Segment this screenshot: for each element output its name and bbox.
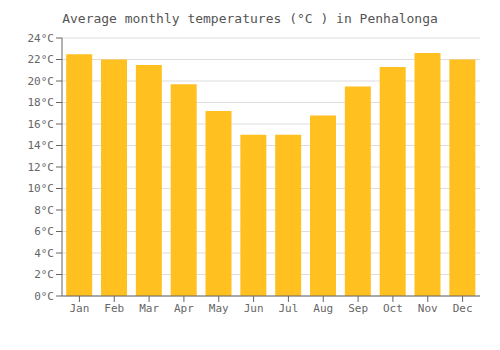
svg-text:Oct: Oct — [383, 302, 403, 315]
svg-text:Sep: Sep — [348, 302, 368, 315]
svg-text:8°C: 8°C — [34, 204, 54, 217]
svg-text:6°C: 6°C — [34, 225, 54, 238]
svg-text:Mar: Mar — [139, 302, 159, 315]
svg-text:24°C: 24°C — [28, 32, 55, 45]
svg-text:May: May — [209, 302, 229, 315]
svg-text:Nov: Nov — [418, 302, 438, 315]
svg-text:0°C: 0°C — [34, 290, 54, 303]
svg-text:12°C: 12°C — [28, 161, 55, 174]
svg-text:2°C: 2°C — [34, 268, 54, 281]
svg-text:20°C: 20°C — [28, 75, 55, 88]
svg-text:Dec: Dec — [453, 302, 473, 315]
svg-text:10°C: 10°C — [28, 182, 55, 195]
svg-text:Jul: Jul — [278, 302, 298, 315]
svg-text:16°C: 16°C — [28, 118, 55, 131]
svg-text:14°C: 14°C — [28, 139, 55, 152]
svg-text:Jan: Jan — [69, 302, 89, 315]
svg-text:Apr: Apr — [174, 302, 194, 315]
svg-text:Jun: Jun — [244, 302, 264, 315]
svg-text:22°C: 22°C — [28, 53, 55, 66]
svg-text:Feb: Feb — [104, 302, 124, 315]
svg-text:4°C: 4°C — [34, 247, 54, 260]
html-text:Average monthly temperatures (: Average monthly temperatures (°C ) in Pe… — [62, 11, 438, 26]
svg-text:18°C: 18°C — [28, 96, 55, 109]
svg-text:Aug: Aug — [313, 302, 333, 315]
